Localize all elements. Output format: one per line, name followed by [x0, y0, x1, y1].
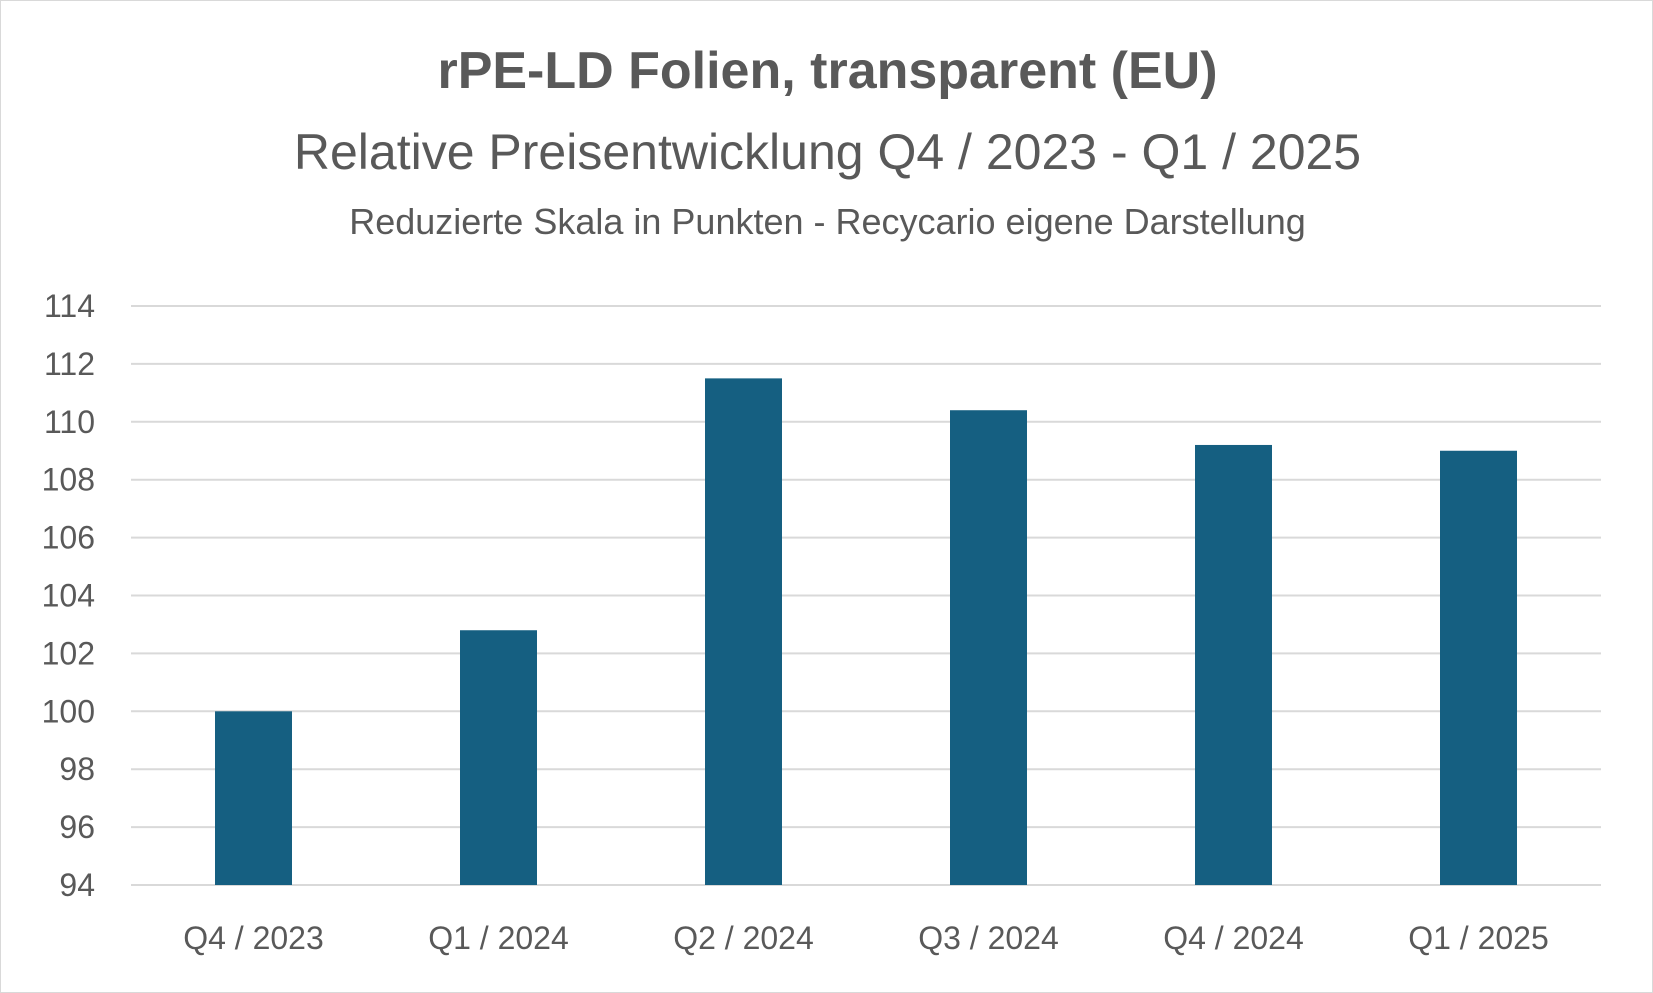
y-axis-ticks: 94 96 98 100 102 104 106 108 110 112 114 [42, 288, 95, 903]
bar [460, 630, 537, 885]
bars [215, 378, 1517, 885]
y-tick-label: 98 [59, 751, 95, 787]
y-tick-label: 96 [59, 809, 95, 845]
x-tick-label: Q4 / 2024 [1163, 920, 1304, 956]
y-tick-label: 112 [44, 346, 95, 382]
gridlines [131, 305, 1601, 886]
x-tick-label: Q3 / 2024 [918, 920, 1059, 956]
x-tick-label: Q1 / 2025 [1408, 920, 1549, 956]
chart-subtitle: Relative Preisentwicklung Q4 / 2023 - Q1… [293, 124, 1362, 180]
x-tick-label: Q2 / 2024 [673, 920, 814, 956]
bar [950, 410, 1027, 885]
y-tick-label: 114 [44, 288, 95, 324]
y-tick-label: 104 [42, 578, 95, 614]
y-tick-label: 94 [59, 867, 95, 903]
y-tick-label: 100 [42, 693, 95, 729]
chart-note: Reduzierte Skala in Punkten - Recycario … [349, 201, 1306, 242]
bar [215, 711, 292, 885]
x-axis-ticks: Q4 / 2023 Q1 / 2024 Q2 / 2024 Q3 / 2024 Q4 /… [183, 920, 1549, 956]
y-tick-label: 106 [42, 520, 95, 556]
y-tick-label: 110 [44, 404, 95, 440]
x-tick-label: Q4 / 2023 [183, 920, 324, 956]
bar [1440, 450, 1517, 885]
y-tick-label: 108 [42, 462, 95, 498]
bar [705, 378, 782, 885]
x-tick-label: Q1 / 2024 [428, 920, 569, 956]
y-tick-label: 102 [42, 635, 95, 671]
bar [1195, 444, 1272, 885]
chart-title: rPE-LD Folien, transparent (EU) [437, 42, 1218, 100]
